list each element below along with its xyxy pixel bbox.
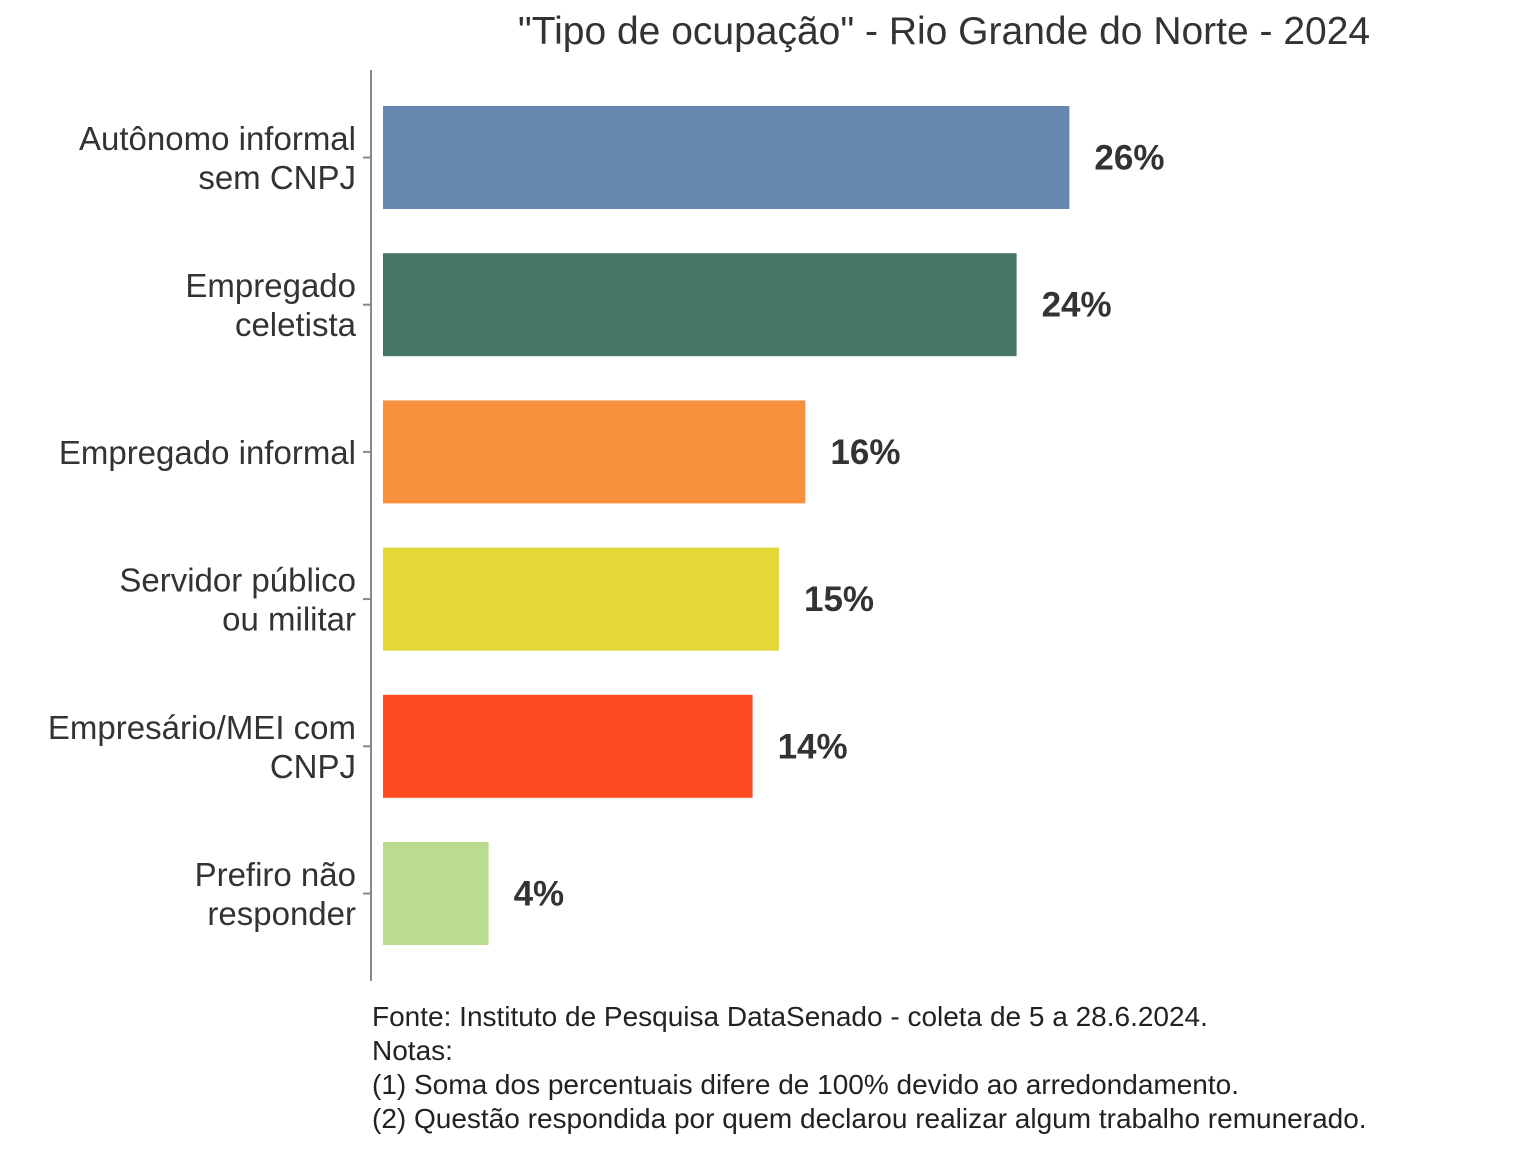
source-notes: Fonte: Instituto de Pesquisa DataSenado … (372, 1000, 1367, 1136)
category-label-1: Empregado celetista (185, 267, 356, 343)
category-label-0: Autônomo informal sem CNPJ (79, 120, 356, 196)
notes-heading: Notas: (372, 1035, 453, 1066)
category-label-5: Prefiro não responder (195, 856, 356, 932)
category-label-3: Servidor público ou militar (119, 562, 356, 638)
note-1: (1) Soma dos percentuais difere de 100% … (372, 1069, 1239, 1100)
bar-5 (383, 842, 489, 945)
bar-3 (383, 547, 779, 651)
bar-4 (383, 694, 753, 798)
value-label-5: 4% (514, 875, 565, 914)
source-line: Fonte: Instituto de Pesquisa DataSenado … (372, 1001, 1208, 1032)
value-label-3: 15% (804, 580, 874, 619)
bar-chart: 26% Autônomo informal sem CNPJ 24% Empregado… (48, 70, 1164, 981)
bar-1 (383, 253, 1017, 357)
bar-0 (383, 106, 1070, 209)
value-label-2: 16% (830, 433, 900, 472)
chart-title: "Tipo de ocupação" - Rio Grande do Norte… (517, 10, 1371, 53)
value-label-1: 24% (1042, 286, 1112, 325)
value-label-0: 26% (1094, 139, 1164, 178)
bar-2 (383, 400, 806, 504)
value-label-4: 14% (778, 727, 848, 766)
category-label-2: Empregado informal (59, 434, 356, 471)
category-label-4: Empresário/MEI com CNPJ (48, 709, 356, 785)
note-2: (2) Questão respondida por quem declarou… (372, 1103, 1367, 1134)
